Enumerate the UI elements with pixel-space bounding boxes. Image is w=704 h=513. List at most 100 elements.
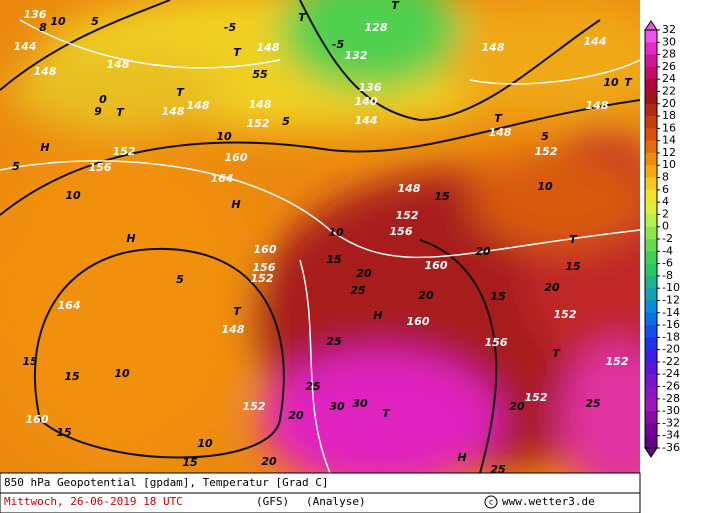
map-label: T [233,46,242,59]
colorbar-band [645,312,657,326]
map-label: 148 [482,41,505,54]
map-label: 160 [254,243,277,256]
map-label: 148 [34,65,57,78]
colorbar-label: -20 [662,343,680,356]
colorbar-band [645,226,657,240]
map-label: 148 [162,105,185,118]
map-label: 152 [247,117,270,130]
colorbar-bottom-arrow [644,447,658,458]
colorbar-label: 0 [662,220,669,233]
map-label: 148 [107,58,130,71]
map-label: 144 [584,35,607,48]
colorbar-label: -28 [662,392,680,405]
colorbar-label: 28 [662,48,676,61]
colorbar-label: -24 [662,367,680,380]
map-label: 10 [50,15,66,28]
colorbar-label: -14 [662,306,680,319]
map-label: 152 [243,400,266,413]
map-label: 140 [355,95,378,108]
colorbar-band [645,325,657,338]
map-label: 15 [22,355,38,368]
colorbar-label: 16 [662,121,676,134]
map-label: 10 [603,76,619,89]
map-label: 20 [288,409,304,422]
map-label: 5 [176,273,184,286]
map-label: H [231,198,240,211]
map-label: 132 [345,49,368,62]
map-label: T [116,106,125,119]
colorbar-band [645,79,657,92]
colorbar-band [645,263,657,277]
map-label: T [382,407,391,420]
colorbar-label: -16 [662,318,680,331]
map-label: 148 [586,99,609,112]
map-label: 144 [14,40,37,53]
map-label: H [373,309,382,322]
colorbar-label: -36 [662,441,680,454]
colorbar-band [645,411,657,424]
colorbar-band [645,374,657,388]
map-label: 15 [182,456,198,469]
map-label: 15 [434,190,450,203]
map-label: 5 [12,160,20,173]
map-label: 10 [328,226,344,239]
map-label: 164 [211,172,234,185]
footer-model: (GFS) [256,495,289,508]
map-label: H [40,141,49,154]
colorbar-band [645,423,657,437]
map-label: T [391,0,400,12]
colorbar-band [645,152,657,166]
colorbar-band [645,300,657,314]
map-label: 25 [326,335,342,348]
map-label: 25 [585,397,601,410]
map-label: 128 [365,21,388,34]
map-label: 10 [197,437,213,450]
map-label: 25 [350,284,366,297]
colorbar-band [645,337,657,351]
colorbar-band [645,275,657,289]
map-label: 160 [225,151,248,164]
footer-run: (Analyse) [306,495,366,508]
colorbar-label: 8 [662,171,669,184]
map-label: 160 [425,259,448,272]
map-label: 152 [606,355,629,368]
colorbar-label: 20 [662,97,676,110]
map-label: T [176,86,185,99]
colorbar-label: 32 [662,23,676,36]
map-label: 25 [305,380,321,393]
colorbar-band [645,251,657,265]
map-label: 152 [251,272,274,285]
map-label: 20 [356,267,372,280]
colorbar-label: 18 [662,109,676,122]
colorbar-label: -30 [662,404,680,417]
footer-source: www.wetter3.de [502,495,595,508]
copyright-c: c [489,498,494,507]
map-label: 20 [261,455,277,468]
map-label: T [569,233,578,246]
map-label: 160 [407,315,430,328]
colorbar-band [645,177,657,191]
colorbar-band [645,116,657,129]
map-label: 5 [282,115,290,128]
map-label: 20 [475,245,491,258]
colorbar-label: -4 [662,244,673,257]
map-background [0,0,640,473]
colorbar-label: -34 [662,429,680,442]
colorbar-label: -6 [662,257,673,270]
colorbar-band [645,54,657,68]
map-label: 136 [359,81,382,94]
map-label: 156 [485,336,508,349]
colorbar-band [645,103,657,117]
map-label: 156 [253,261,276,274]
map-label: 148 [187,99,210,112]
map-label: -5 [332,38,345,51]
map-label: 55 [252,68,268,81]
colorbar-label: -2 [662,232,673,245]
colorbar-band [645,288,657,301]
colorbar-label: 22 [662,84,676,97]
map-label: 10 [65,189,81,202]
colorbar-label: -26 [662,380,680,393]
colorbar-band [645,386,657,400]
colorbar-band [645,189,657,203]
